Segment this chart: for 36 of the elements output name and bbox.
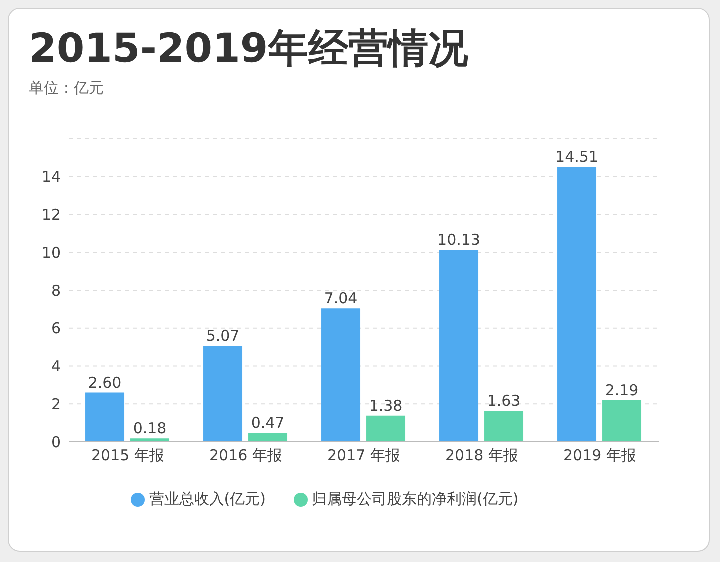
bar: [602, 400, 642, 442]
y-tick-label: 12: [42, 206, 61, 224]
y-tick-label: 2: [51, 395, 61, 414]
data-label: 1.63: [487, 392, 521, 410]
bar: [440, 250, 479, 442]
x-tick-label: 2016 年报: [210, 446, 282, 465]
legend-label: 归属母公司股东的净利润(亿元): [312, 490, 519, 508]
bar: [322, 308, 361, 442]
data-label: 14.51: [556, 148, 598, 166]
bar: [204, 346, 243, 442]
y-tick-label: 6: [51, 320, 61, 338]
chart-subtitle: 单位：亿元: [29, 79, 104, 98]
data-label: 2.19: [605, 382, 639, 400]
data-label: 0.18: [133, 420, 167, 438]
data-label: 10.13: [438, 231, 480, 250]
data-label: 5.07: [206, 326, 240, 345]
y-tick-label: 14: [42, 168, 61, 186]
data-label: 2.60: [88, 374, 122, 392]
y-tick-label: 10: [42, 244, 61, 262]
x-tick-label: 2015 年报: [92, 446, 164, 465]
x-tick-label: 2019 年报: [564, 446, 636, 465]
data-label: 0.47: [251, 414, 285, 432]
bar: [86, 392, 125, 442]
bar: [248, 433, 288, 442]
y-tick-label: 4: [51, 358, 61, 376]
bar: [366, 416, 406, 442]
chart-title: 2015-2019年经营情况: [29, 25, 468, 74]
y-tick-label: 8: [51, 282, 61, 300]
data-label: 7.04: [324, 290, 358, 308]
data-label: 1.38: [369, 396, 403, 415]
bar: [484, 411, 524, 442]
x-tick-label: 2017 年报: [328, 446, 400, 465]
bar: [558, 167, 597, 442]
legend-label: 营业总收入(亿元): [149, 490, 266, 508]
x-tick-label: 2018 年报: [446, 446, 518, 465]
y-tick-label: 0: [51, 433, 61, 452]
